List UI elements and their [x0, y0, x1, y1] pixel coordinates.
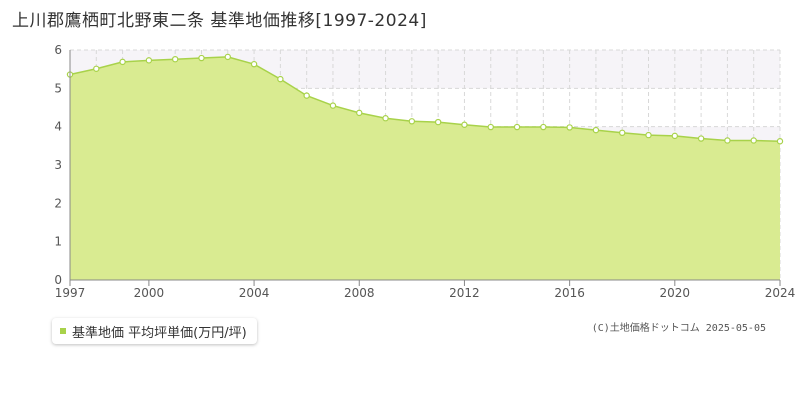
- data-point-2000: [145, 57, 153, 64]
- data-point-2011: [434, 118, 442, 126]
- data-point-2003: [224, 53, 231, 61]
- x-tick-label-2008: 2008: [344, 286, 375, 300]
- legend-label: 基準地価 平均坪単価(万円/坪): [72, 325, 247, 341]
- credit-text: (C)土地価格ドットコム 2025-05-05: [591, 323, 766, 334]
- data-point-2001: [171, 56, 179, 63]
- data-point-2007: [329, 102, 337, 109]
- data-point-2015: [540, 123, 547, 131]
- data-point-2017: [592, 126, 600, 134]
- x-tick-label-2016: 2016: [554, 286, 585, 300]
- data-point-2010: [408, 118, 416, 125]
- data-point-2020: [671, 132, 679, 140]
- data-point-2009: [382, 115, 389, 122]
- data-point-1998: [93, 65, 100, 72]
- y-tick-label-0: 0: [54, 273, 62, 287]
- data-point-2004: [250, 60, 258, 68]
- data-point-2016: [566, 124, 573, 131]
- data-point-1999: [119, 58, 126, 66]
- y-tick-label-5: 5: [54, 81, 62, 95]
- data-point-2018: [619, 129, 626, 136]
- x-tick-label-1997: 1997: [55, 286, 86, 300]
- data-point-2022: [724, 137, 731, 144]
- x-tick-label-2024: 2024: [765, 286, 796, 300]
- x-tick-label-2012: 2012: [449, 286, 480, 300]
- y-tick-label-6: 6: [54, 43, 62, 57]
- y-tick-label-4: 4: [54, 120, 62, 134]
- data-point-2013: [487, 123, 494, 131]
- data-point-2021: [697, 135, 705, 142]
- data-point-2019: [645, 131, 652, 139]
- y-tick-label-2: 2: [54, 196, 62, 210]
- x-tick-label-2004: 2004: [239, 286, 270, 300]
- data-point-2002: [198, 54, 205, 62]
- data-point-2014: [513, 123, 521, 131]
- data-point-2005: [277, 75, 284, 83]
- y-tick-label-3: 3: [54, 158, 62, 172]
- data-point-2006: [303, 92, 310, 99]
- data-point-2023: [750, 137, 757, 144]
- legend: 基準地価 平均坪単価(万円/坪): [52, 318, 257, 344]
- data-point-2008: [356, 109, 363, 117]
- series-line: [69, 56, 781, 142]
- data-point-2024: [776, 138, 784, 145]
- chart-title: 上川郡鷹栖町北野東二条 基準地価推移[1997-2024]: [12, 11, 427, 31]
- series-area: [70, 56, 780, 281]
- legend-swatch: [60, 328, 66, 334]
- x-tick-label-2020: 2020: [660, 286, 691, 300]
- data-point-2012: [461, 121, 468, 128]
- y-tick-label-1: 1: [54, 235, 62, 249]
- x-tick-label-2000: 2000: [134, 286, 165, 300]
